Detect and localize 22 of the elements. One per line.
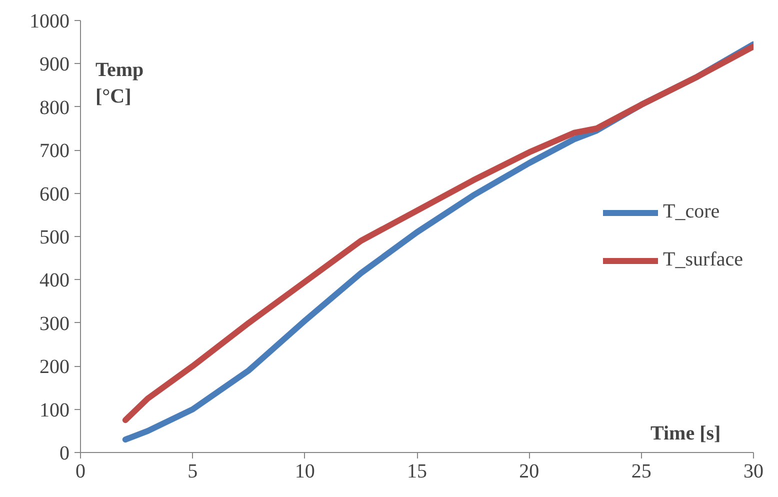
y-tick-label: 300	[40, 312, 70, 335]
x-tick-label: 10	[294, 460, 315, 482]
y-tick-label: 0	[60, 442, 70, 464]
y-tick-label: 200	[40, 356, 70, 378]
legend-label: T_core	[663, 200, 720, 224]
x-tick-label: 20	[519, 460, 540, 482]
y-tick-label: 800	[40, 96, 70, 119]
y-tick-label: 600	[40, 183, 70, 206]
x-tick-label: 5	[188, 460, 198, 482]
y-tick-label: 400	[40, 270, 70, 292]
y-tick-label: 1000	[30, 10, 70, 32]
x-tick-label: 0	[76, 460, 86, 482]
x-tick-label: 25	[631, 460, 652, 482]
legend-label: T_surface	[663, 248, 743, 272]
x-axis-title: Time [s]	[650, 422, 721, 444]
x-tick-label: 15	[407, 460, 427, 482]
y-tick-label: 900	[40, 54, 70, 76]
y-axis-title: Temp [°C]	[96, 59, 144, 108]
y-tick-label: 500	[40, 226, 70, 248]
x-tick-label: 30	[744, 460, 764, 482]
y-tick-label: 100	[40, 399, 70, 422]
y-tick-label: 700	[40, 140, 70, 162]
